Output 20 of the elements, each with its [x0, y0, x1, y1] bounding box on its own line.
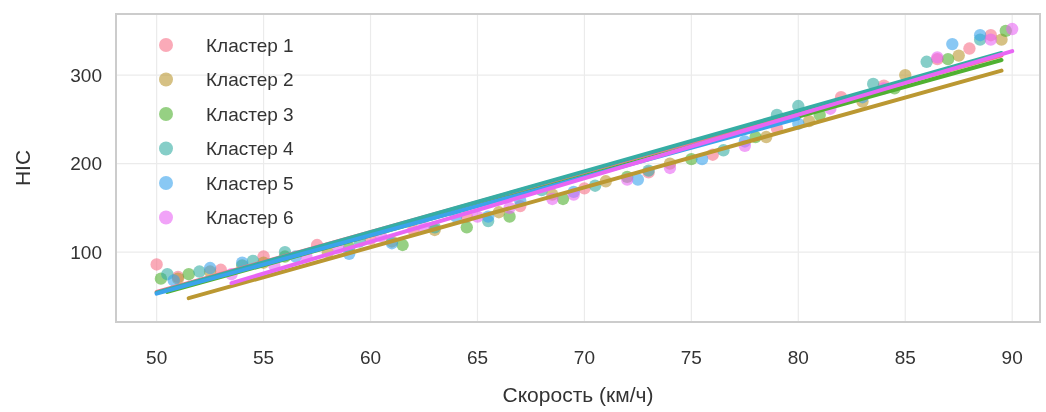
y-tick-label: 200	[70, 153, 102, 175]
x-tick-label: 55	[253, 347, 275, 368]
y-tick-label: 300	[70, 64, 102, 86]
x-tick-label: 70	[573, 347, 595, 368]
x-tick-label: 50	[146, 347, 168, 368]
x-tick-label: 90	[1001, 347, 1023, 368]
x-tick-label: 80	[787, 347, 809, 368]
x-tick-label: 60	[359, 347, 382, 368]
y-tick-label: 100	[70, 241, 102, 263]
legend-label: Кластер 3	[206, 103, 294, 125]
legend-label: Кластер 6	[206, 207, 294, 229]
legend-label: Кластер 4	[206, 138, 295, 160]
legend-label: Кластер 1	[206, 34, 294, 56]
y-axis-title: HIC	[11, 149, 34, 187]
x-tick-label: 75	[680, 347, 702, 368]
x-tick-label: 65	[466, 347, 489, 368]
x-axis-title: Скорость (км/ч)	[502, 383, 654, 406]
legend-label: Кластер 2	[206, 69, 294, 91]
x-tick-label: 85	[894, 347, 916, 368]
legend-label: Кластер 5	[206, 172, 294, 194]
